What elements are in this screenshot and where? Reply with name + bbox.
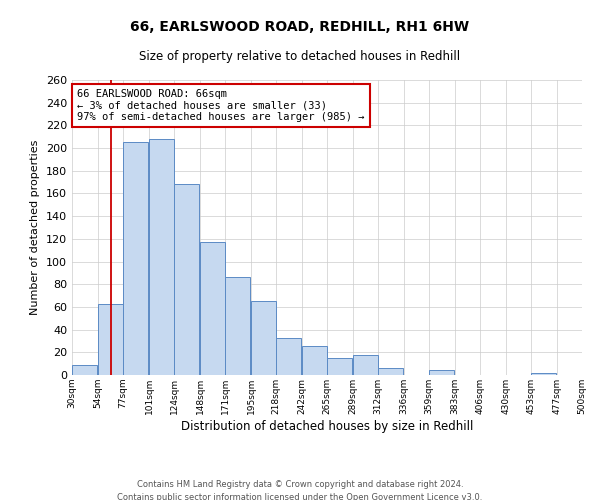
Bar <box>98 304 123 375</box>
Bar <box>225 278 250 375</box>
Text: Contains HM Land Registry data © Crown copyright and database right 2024.: Contains HM Land Registry data © Crown c… <box>137 480 463 489</box>
Bar <box>353 354 378 375</box>
Text: Size of property relative to detached houses in Redhill: Size of property relative to detached ho… <box>139 50 461 63</box>
Bar <box>531 372 556 375</box>
Y-axis label: Number of detached properties: Number of detached properties <box>31 140 40 315</box>
Bar <box>149 139 174 375</box>
Bar <box>378 368 403 375</box>
Bar <box>327 358 352 375</box>
Text: Contains public sector information licensed under the Open Government Licence v3: Contains public sector information licen… <box>118 492 482 500</box>
Bar <box>123 142 148 375</box>
Bar <box>302 346 327 375</box>
Bar <box>174 184 199 375</box>
X-axis label: Distribution of detached houses by size in Redhill: Distribution of detached houses by size … <box>181 420 473 432</box>
Bar <box>200 242 225 375</box>
Text: 66 EARLSWOOD ROAD: 66sqm
← 3% of detached houses are smaller (33)
97% of semi-de: 66 EARLSWOOD ROAD: 66sqm ← 3% of detache… <box>77 89 365 122</box>
Text: 66, EARLSWOOD ROAD, REDHILL, RH1 6HW: 66, EARLSWOOD ROAD, REDHILL, RH1 6HW <box>130 20 470 34</box>
Bar <box>251 301 276 375</box>
Bar <box>429 370 454 375</box>
Bar <box>276 338 301 375</box>
Bar <box>72 365 97 375</box>
